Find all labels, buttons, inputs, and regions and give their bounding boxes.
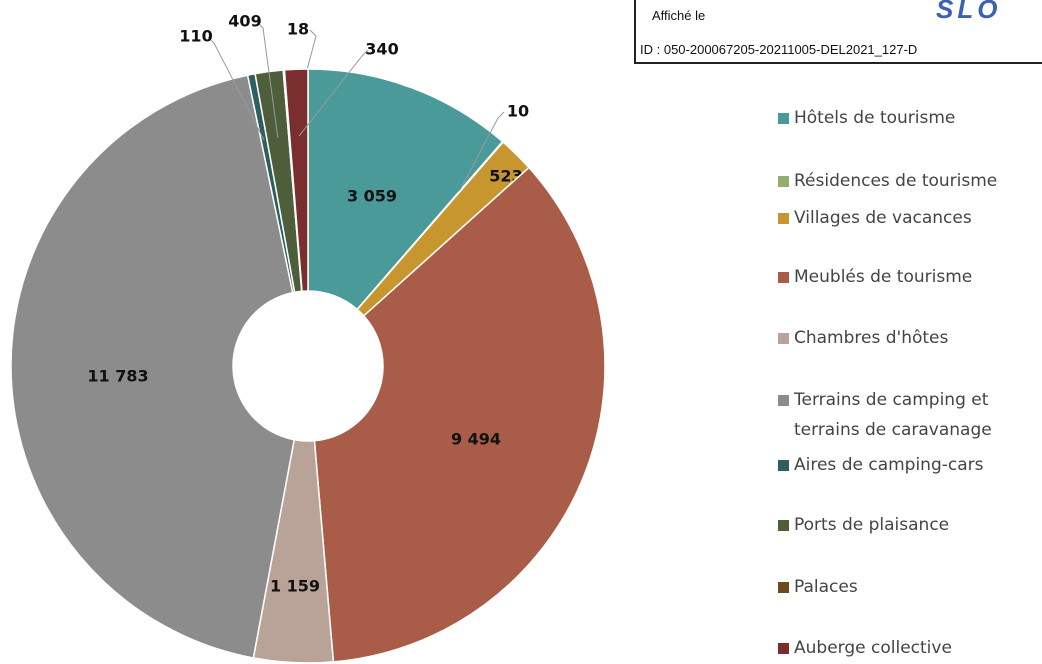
legend-label: Chambres d'hôtes: [794, 328, 949, 348]
data-label: 9 494: [451, 430, 501, 449]
legend-label: Palaces: [794, 577, 858, 597]
leader-line: [298, 49, 369, 137]
legend-item: Ports de plaisance: [776, 510, 1026, 540]
legend-item: Palaces: [776, 572, 1026, 602]
data-label: 10: [507, 102, 529, 121]
legend-label: Hôtels de tourisme: [794, 108, 956, 128]
legend-swatch: [778, 643, 789, 654]
data-label: 18: [287, 20, 309, 39]
legend-swatch: [778, 582, 789, 593]
legend-item: Auberge collective: [776, 633, 1026, 663]
legend-swatch: [778, 460, 789, 471]
legend-swatch: [778, 333, 789, 344]
data-label: 1 159: [270, 577, 320, 596]
legend-item: Résidences de tourisme: [776, 166, 1026, 196]
data-label: 3 059: [347, 187, 397, 206]
leader-line: [256, 21, 279, 139]
legend-item: Aires de camping-cars: [776, 450, 1026, 480]
legend-item: Meublés de tourisme: [776, 262, 1026, 292]
legend-swatch: [778, 213, 789, 224]
legend-item: Hôtels de tourisme: [776, 103, 1026, 133]
data-label: 110: [179, 27, 212, 46]
data-label: 11 783: [87, 367, 148, 386]
legend-swatch: [778, 520, 789, 531]
donut-slice: [10, 74, 296, 659]
stamp-logo: SLO: [936, 0, 1002, 24]
legend-label: Ports de plaisance: [794, 515, 950, 535]
legend-label: Aires de camping-cars: [794, 455, 984, 475]
leader-line: [207, 36, 265, 141]
stamp-id: ID : 050-200067205-20211005-DEL2021_127-…: [640, 42, 918, 57]
legend-label: Résidences de tourisme: [794, 171, 998, 191]
donut-slice: [313, 166, 606, 663]
stamp: Affiché le ID : 050-200067205-20211005-D…: [634, 0, 1042, 64]
leader-line: [458, 111, 505, 193]
legend-swatch: [778, 176, 789, 187]
legend-swatch: [778, 395, 789, 406]
legend-label: Terrains de camping et terrains de carav…: [794, 390, 992, 440]
donut-slice: [283, 68, 309, 293]
data-label: 340: [365, 40, 398, 59]
legend-label: Villages de vacances: [794, 208, 972, 228]
legend-label: Meublés de tourisme: [794, 267, 973, 287]
data-label: 409: [228, 12, 261, 31]
legend-item: Villages de vacances: [776, 203, 1026, 233]
donut-slice: [307, 68, 504, 311]
legend-item: Chambres d'hôtes: [776, 323, 1026, 353]
legend-item: Terrains de camping et terrains de carav…: [776, 385, 1026, 445]
legend-swatch: [778, 272, 789, 283]
legend-swatch: [778, 113, 789, 124]
legend-label: Auberge collective: [794, 638, 952, 658]
stamp-line: Affiché le: [652, 8, 706, 23]
